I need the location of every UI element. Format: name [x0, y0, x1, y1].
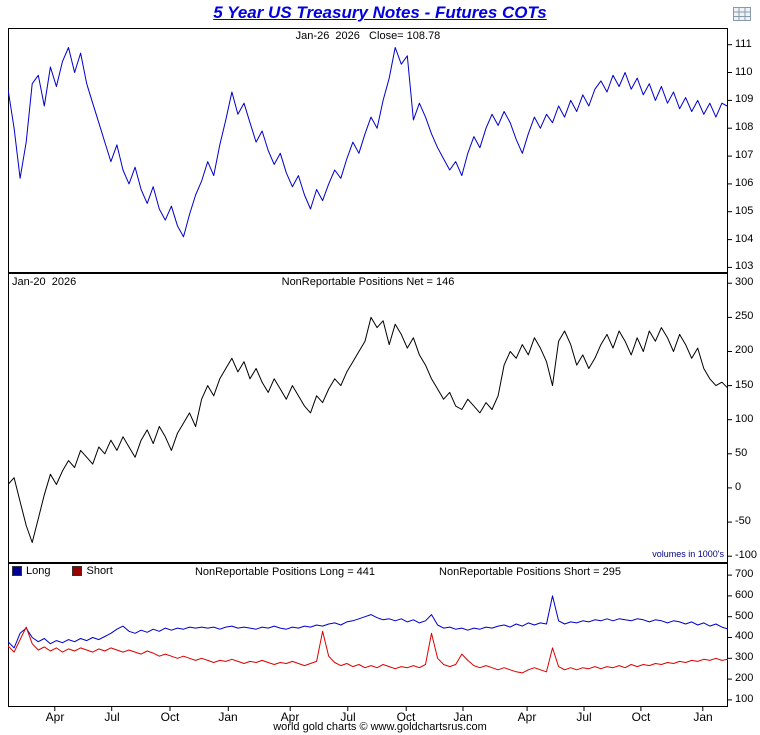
- x-tick-label: Apr: [280, 710, 300, 724]
- y-tick-label: 200: [735, 344, 754, 356]
- net-value-annotation: NonReportable Positions Net = 146: [281, 276, 455, 288]
- grid-icon: [733, 7, 751, 21]
- y-tick-label: 107: [735, 149, 754, 161]
- volumes-note: volumes in 1000's: [652, 549, 724, 559]
- y-tick-label: 100: [735, 413, 754, 425]
- net-positions-panel: [8, 273, 728, 563]
- x-tick-label: Apr: [45, 710, 65, 724]
- price-panel: [8, 28, 728, 273]
- x-tick-label: Jul: [340, 710, 356, 724]
- short-swatch-icon: [72, 566, 83, 576]
- y-tick-label: -50: [735, 515, 751, 527]
- x-tick-label: Jan: [218, 710, 238, 724]
- y-tick-label: 300: [735, 276, 754, 288]
- legend-short-label: Short: [86, 565, 113, 577]
- x-tick-label: Jan: [693, 710, 713, 724]
- x-tick-label: Jul: [576, 710, 592, 724]
- y-tick-label: 200: [735, 672, 754, 684]
- chart-title: 5 Year US Treasury Notes - Futures COTs: [213, 3, 547, 22]
- y-tick-label: 103: [735, 260, 754, 272]
- legend: Long Short: [12, 565, 135, 577]
- y-tick-label: 111: [735, 38, 752, 50]
- y-tick-label: -100: [735, 549, 758, 561]
- y-tick-label: 50: [735, 447, 748, 459]
- y-tick-label: 700: [735, 568, 754, 580]
- net-date-annotation: Jan-20 2026: [12, 276, 77, 288]
- y-tick-label: 105: [735, 205, 754, 217]
- y-tick-label: 300: [735, 651, 754, 663]
- long-value-annotation: NonReportable Positions Long = 441: [194, 566, 376, 578]
- y-tick-label: 110: [735, 66, 753, 78]
- x-tick-label: Oct: [160, 710, 180, 724]
- y-tick-label: 150: [735, 379, 754, 391]
- y-tick-label: 600: [735, 589, 754, 601]
- y-tick-label: 104: [735, 233, 754, 245]
- y-tick-label: 500: [735, 610, 754, 622]
- short-value-annotation: NonReportable Positions Short = 295: [439, 566, 621, 578]
- long-short-panel: [8, 563, 728, 707]
- y-tick-label: 100: [735, 693, 754, 705]
- y-tick-label: 250: [735, 310, 754, 322]
- y-tick-label: 108: [735, 121, 754, 133]
- footer-credit: world gold charts © www.goldchartsrus.co…: [273, 721, 487, 733]
- x-tick-label: Oct: [631, 710, 651, 724]
- x-tick-label: Jan: [453, 710, 473, 724]
- y-tick-label: 400: [735, 630, 754, 642]
- y-tick-label: 106: [735, 177, 754, 189]
- long-swatch-icon: [12, 566, 22, 576]
- x-tick-label: Apr: [517, 710, 537, 724]
- x-tick-label: Oct: [396, 710, 416, 724]
- y-tick-label: 0: [735, 481, 742, 493]
- x-tick-label: Jul: [104, 710, 120, 724]
- price-close-annotation: Jan-26 2026 Close= 108.78: [295, 30, 441, 42]
- y-tick-label: 109: [735, 93, 754, 105]
- legend-long-label: Long: [26, 565, 51, 577]
